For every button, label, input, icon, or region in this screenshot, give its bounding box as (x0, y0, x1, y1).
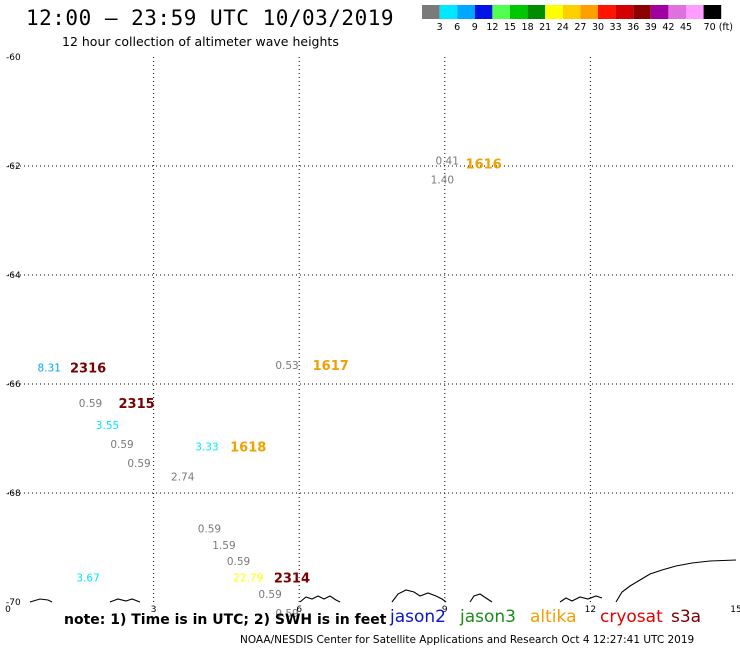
colorbar-label: 36 (627, 22, 639, 33)
colorbar-label: 24 (557, 22, 569, 33)
page-subtitle: 12 hour collection of altimeter wave hei… (62, 34, 339, 49)
y-tick-label: -68 (6, 489, 21, 499)
colorbar-label: 30 (592, 22, 604, 33)
pass-labels: 1616 2316 1617 2315 1618 2314 (70, 157, 502, 586)
colorbar-swatch (703, 5, 722, 19)
map-grid (8, 57, 736, 602)
colorbar-label: 27 (574, 22, 586, 33)
y-tick-label: -70 (6, 598, 21, 608)
colorbar-swatch (650, 5, 669, 19)
swh-value: 1.59 (212, 540, 235, 552)
units-note: note: 1) Time is in UTC; 2) SWH is in fe… (64, 612, 387, 628)
colorbar-label: 70 (ft) (704, 22, 733, 33)
pass-id: 1616 (466, 157, 502, 172)
colorbar-swatch (457, 5, 475, 19)
colorbar-label: 45 (680, 22, 692, 33)
pass-id: 2314 (274, 571, 310, 586)
swh-value: 0.41 (436, 156, 459, 168)
pass-id: 1617 (313, 359, 349, 374)
swh-value: 3.55 (96, 420, 119, 432)
swh-value: 3.67 (76, 572, 99, 584)
colorbar-label: 9 (472, 22, 478, 33)
legend-jason3: jason3 (460, 607, 516, 627)
colorbar-label: 6 (454, 22, 460, 33)
colorbar-swatch (615, 5, 634, 19)
colorbar-swatch (598, 5, 616, 19)
colorbar-label: 42 (662, 22, 674, 33)
credit-line: NOAA/NESDIS Center for Satellite Applica… (240, 634, 695, 646)
pass-id: 2315 (119, 397, 155, 412)
colorbar-label: 12 (486, 22, 498, 33)
swh-value: 0.59 (127, 458, 150, 470)
pass-id: 1618 (230, 441, 266, 456)
swh-value: 0.59 (110, 439, 133, 451)
colorbar-swatch (633, 5, 651, 19)
colorbar-label: 21 (539, 22, 551, 33)
colorbar-label: 33 (610, 22, 622, 33)
colorbar-swatch (545, 5, 563, 19)
y-tick-label: -62 (6, 162, 21, 172)
legend-s3a: s3a (671, 607, 702, 627)
colorbar-swatch (439, 5, 458, 19)
page-title: 12:00 – 23:59 UTC 10/03/2019 (26, 6, 395, 30)
y-tick-label: -60 (6, 53, 21, 63)
legend-jason2: jason2 (390, 607, 446, 627)
colorbar-swatch (668, 5, 686, 19)
colorbar-swatch (686, 5, 704, 19)
swh-value: 8.31 (38, 363, 61, 375)
legend-altika: altika (530, 607, 577, 627)
swh-value: 0.53 (275, 360, 298, 372)
swh-value: 0.59 (79, 398, 102, 410)
swh-value: 0.59 (198, 523, 221, 535)
x-tick-label: 12 (585, 605, 596, 615)
colorbar-swatch (562, 5, 581, 19)
colorbar-label: 3 (437, 22, 443, 33)
y-tick-label: -64 (6, 271, 21, 281)
colorbar-swatch (474, 5, 493, 19)
colorbar-swatch (527, 5, 546, 19)
y-tick-label: -66 (6, 380, 21, 390)
x-tick-label: 9 (442, 605, 448, 615)
colorbar-label: 18 (522, 22, 534, 33)
swh-value: 0.59 (258, 589, 281, 601)
colorbar-swatch (492, 5, 510, 19)
x-tick-label: 6 (296, 605, 302, 615)
colorbar-swatch (510, 5, 528, 19)
swh-value: 3.33 (195, 442, 218, 454)
colorbar-swatch (580, 5, 598, 19)
x-tick-label: 15 (730, 605, 740, 615)
colorbar-swatch (422, 5, 440, 19)
legend-cryosat: cryosat (600, 607, 663, 627)
coastline-path (29, 559, 737, 603)
swh-value: 2.74 (171, 472, 195, 484)
swh-value: 0.59 (227, 556, 250, 568)
wave-observations: 1.40 0.41 8.31 0.53 0.59 3.55 0.59 0.59 3.33 2.74… (38, 156, 459, 620)
colorbar-label: 15 (504, 22, 516, 33)
coastline (29, 559, 737, 603)
x-tick-label: 0 (5, 605, 11, 615)
colorbar: 3 6 9 12 15 18 21 24 27 30 33 36 39 42 45 70 (ft) (422, 5, 733, 33)
x-tick-label: 3 (151, 605, 157, 615)
swh-value: 1.40 (431, 175, 454, 187)
pass-id: 2316 (70, 362, 106, 377)
map-axes: 0 3 6 9 12 15 -60 -62 -64 -66 -68 -70 (5, 53, 740, 615)
colorbar-label: 39 (645, 22, 657, 33)
swh-value: 0.59 (275, 608, 298, 620)
swh-value: 22.79 (233, 572, 263, 584)
